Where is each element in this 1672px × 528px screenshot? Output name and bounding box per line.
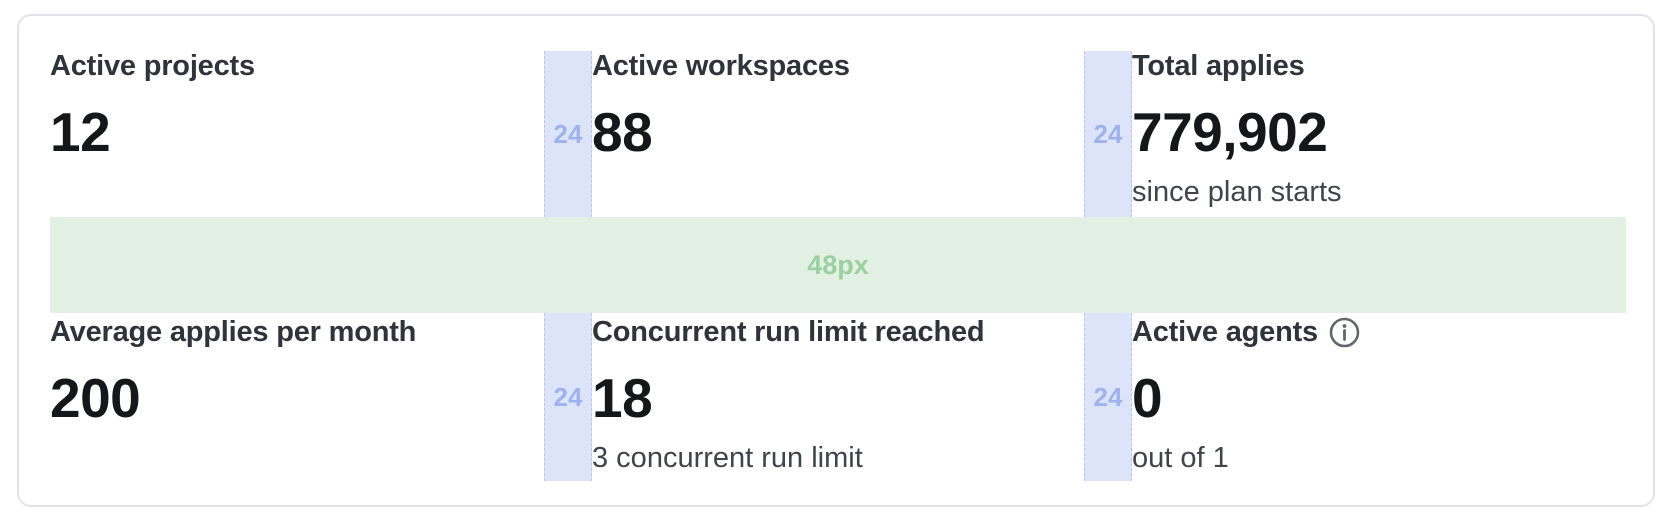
stat-value: 12 bbox=[50, 101, 111, 163]
column-gap-value: 24 bbox=[1093, 381, 1123, 412]
column-gap-band: 24 bbox=[1084, 51, 1132, 217]
column-gap-band: 24 bbox=[544, 51, 592, 217]
row-gap-band: 48px bbox=[50, 217, 1626, 313]
column-gap-value: 24 bbox=[553, 118, 583, 149]
stat-active-workspaces: Active workspaces 88 bbox=[592, 46, 1086, 164]
stat-label-text: Total applies bbox=[1132, 50, 1305, 82]
stat-label-text: Concurrent run limit reached bbox=[592, 316, 985, 348]
column-gap-band: 24 bbox=[1084, 313, 1132, 481]
stat-label: Active projects bbox=[50, 46, 544, 86]
stat-value: 779,902 bbox=[1132, 101, 1328, 163]
stat-average-applies-per-month: Average applies per month 200 bbox=[50, 312, 544, 430]
stat-label: Active agents bbox=[1132, 312, 1626, 352]
stat-total-applies: Total applies 779,902 since plan starts bbox=[1132, 46, 1626, 212]
stat-active-agents: Active agents 0 out of 1 bbox=[1132, 312, 1626, 478]
stat-label: Concurrent run limit reached bbox=[592, 312, 1086, 352]
stat-label-text: Active agents bbox=[1132, 316, 1318, 348]
stat-label: Active workspaces bbox=[592, 46, 1086, 86]
stat-value: 18 bbox=[592, 367, 653, 429]
stat-concurrent-run-limit-reached: Concurrent run limit reached 18 3 concur… bbox=[592, 312, 1086, 478]
column-gap-value: 24 bbox=[553, 381, 583, 412]
stat-label-text: Average applies per month bbox=[50, 316, 417, 348]
stat-value: 0 bbox=[1132, 367, 1163, 429]
stat-value: 88 bbox=[592, 101, 653, 163]
stat-label-text: Active workspaces bbox=[592, 50, 850, 82]
stat-value: 200 bbox=[50, 367, 141, 429]
stat-label: Average applies per month bbox=[50, 312, 544, 352]
stat-subtext: out of 1 bbox=[1132, 442, 1229, 474]
column-gap-band: 24 bbox=[544, 313, 592, 481]
column-gap-value: 24 bbox=[1093, 118, 1123, 149]
stat-label: Total applies bbox=[1132, 46, 1626, 86]
stats-card: 24 24 24 24 48px Active projects 12 Acti… bbox=[17, 14, 1655, 507]
stat-label-text: Active projects bbox=[50, 50, 255, 82]
stat-subtext: 3 concurrent run limit bbox=[592, 442, 863, 474]
stat-active-projects: Active projects 12 bbox=[50, 46, 544, 164]
info-icon[interactable] bbox=[1329, 317, 1360, 348]
stat-subtext: since plan starts bbox=[1132, 176, 1342, 208]
row-gap-value: 48px bbox=[807, 249, 869, 280]
